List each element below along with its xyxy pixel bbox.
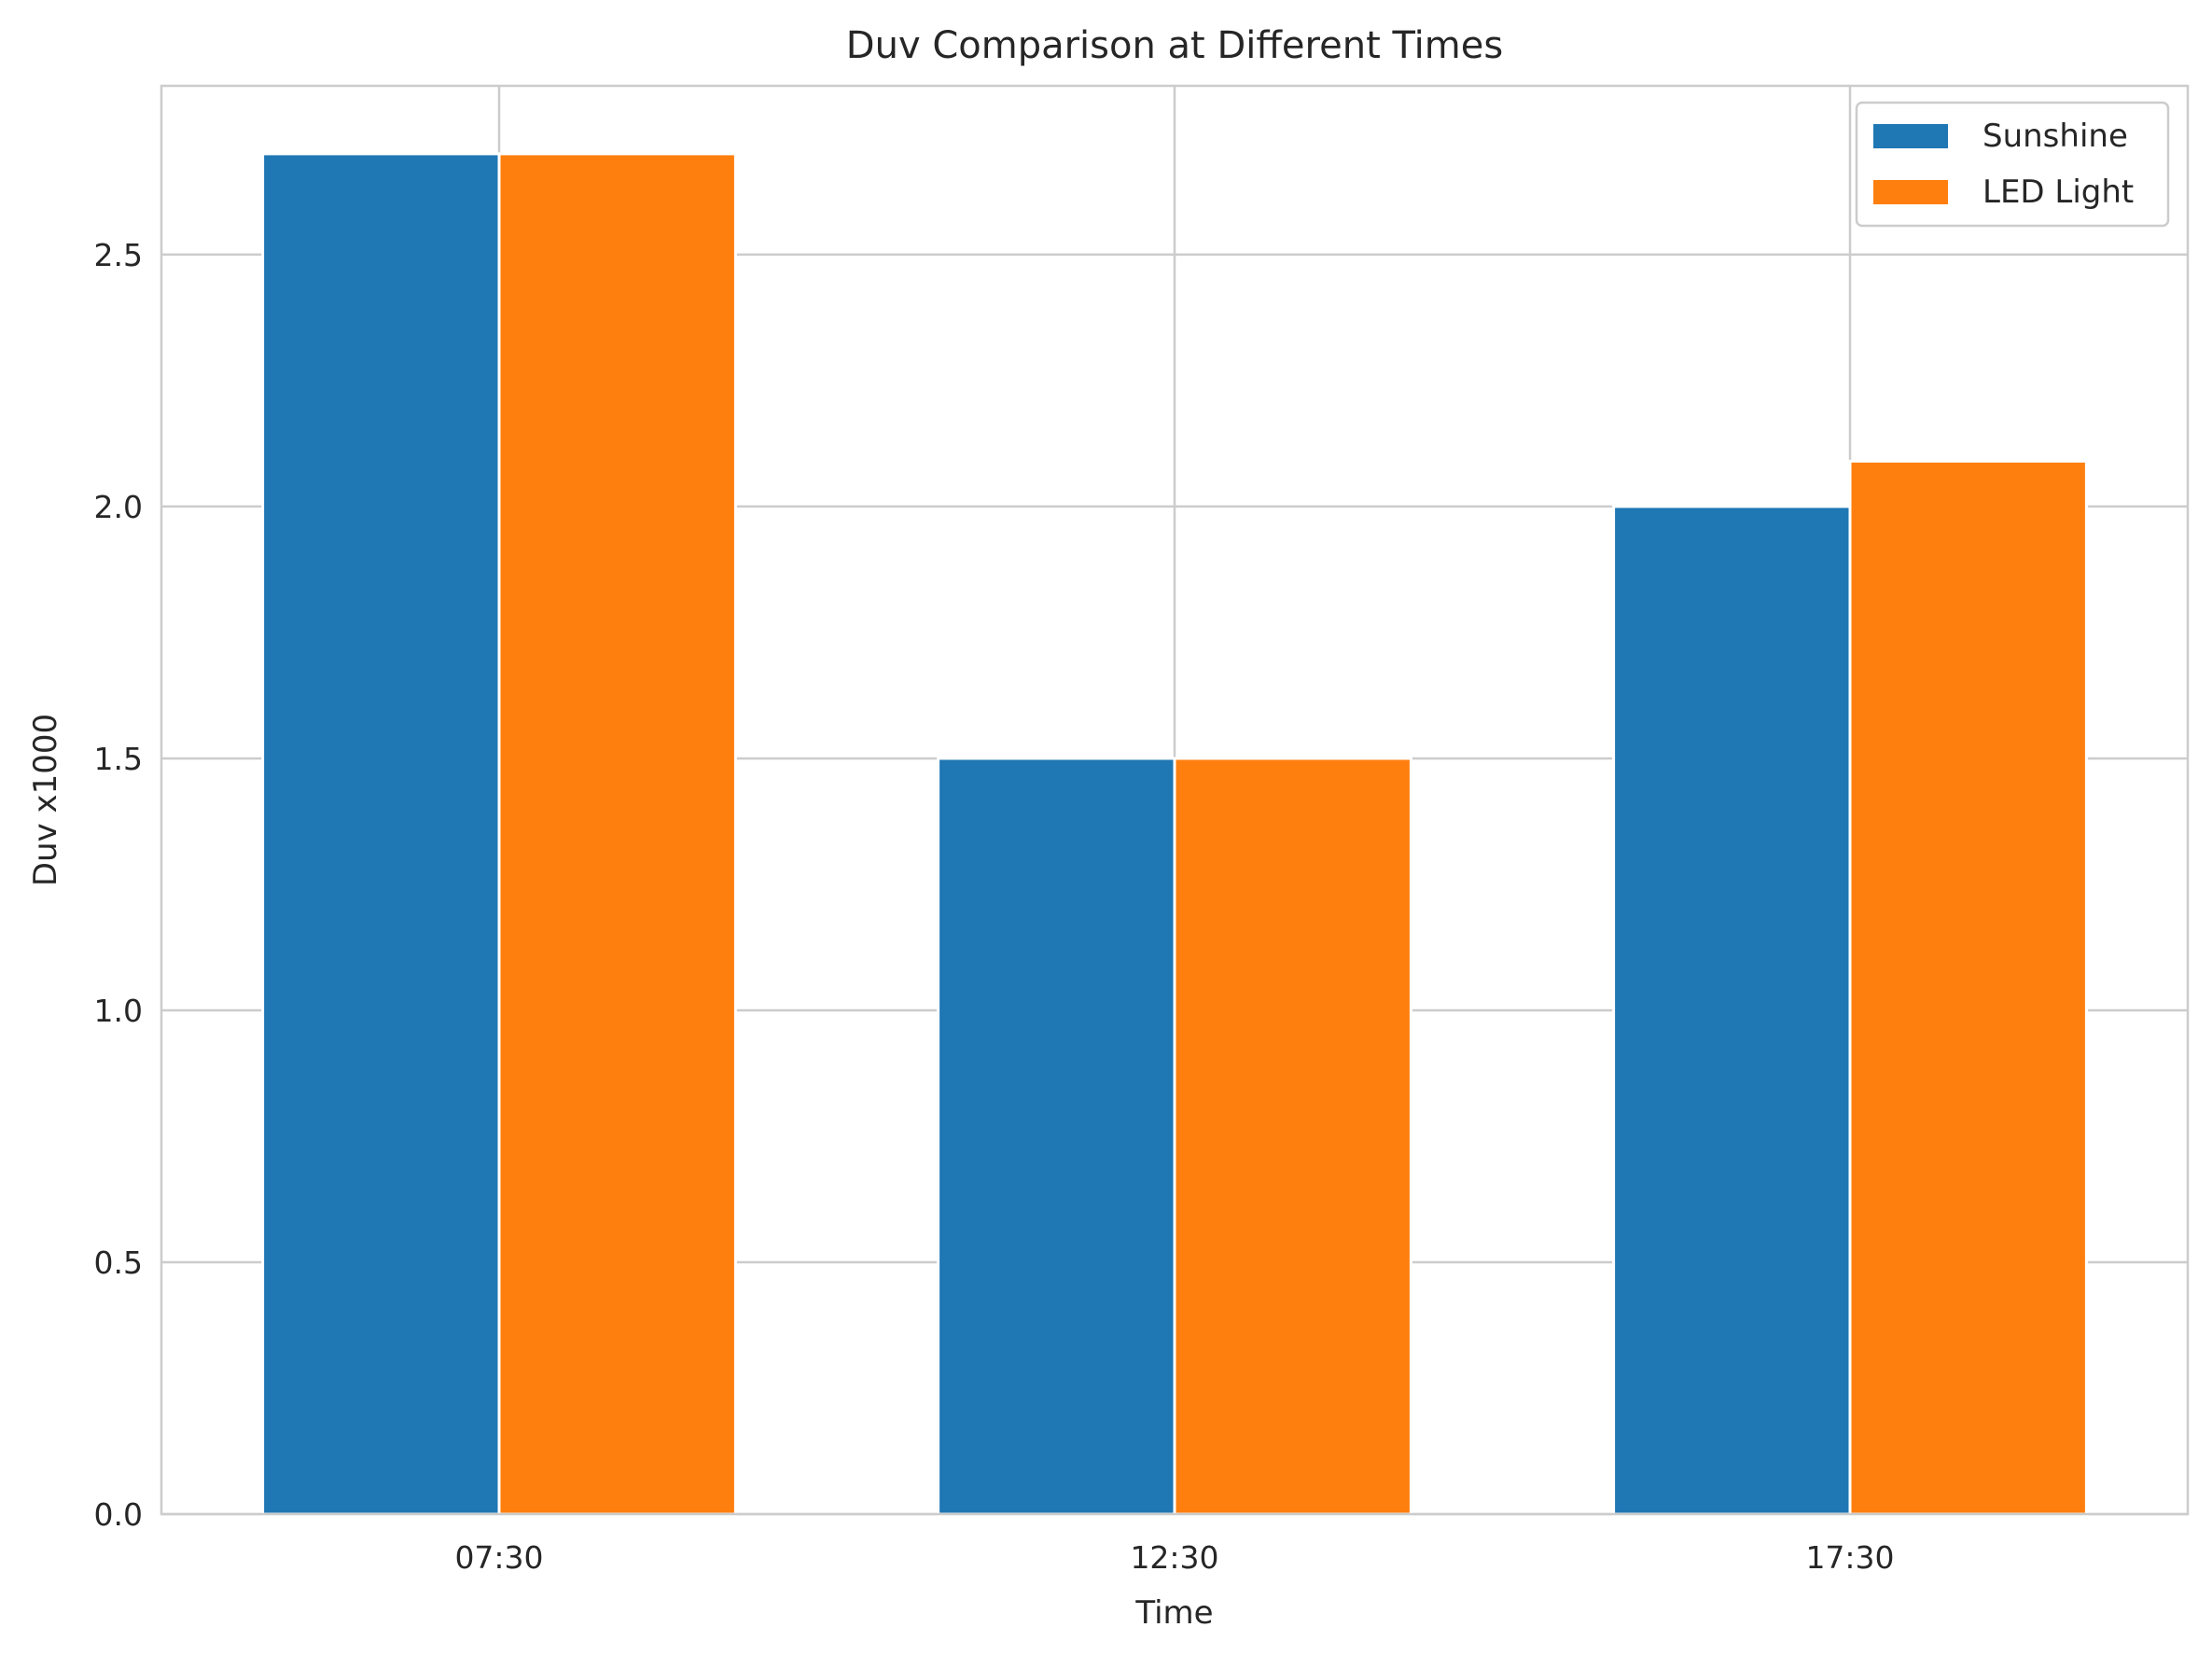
bar-led-light-1730 [1848,459,2088,1516]
plot-frame [160,84,2190,1516]
x-tick-label: 07:30 [454,1539,543,1576]
x-axis-label: Time [1134,1594,1213,1632]
bar-led-light-1230 [1173,757,1412,1516]
y-tick-label: 2.5 [94,237,143,273]
chart-title: Duv Comparison at Different Times [846,24,1503,67]
bar-sunshine-1730 [1612,505,1852,1516]
bar-sunshine-0730 [261,152,501,1516]
x-tick-label: 12:30 [1130,1539,1218,1576]
legend-swatch [1873,180,1948,204]
y-axis-ticks: 0.0 0.5 1.0 1.5 2.0 2.5 [94,237,143,1533]
legend-label: LED Light [1982,174,2134,211]
bar-led-light-0730 [497,152,737,1516]
x-axis-ticks: 07:30 12:30 17:30 [454,1539,1894,1576]
legend-label: Sunshine [1982,118,2128,155]
y-axis-label: Duv x1000 [27,714,64,886]
y-tick-label: 0.0 [94,1496,143,1533]
y-tick-label: 2.0 [94,489,143,525]
y-tick-label: 0.5 [94,1245,143,1281]
x-tick-label: 17:30 [1805,1539,1894,1576]
bars [261,152,2088,1516]
bar-sunshine-1230 [937,757,1176,1516]
legend-swatch [1873,124,1948,148]
y-tick-label: 1.0 [94,993,143,1029]
y-tick-label: 1.5 [94,741,143,777]
legend: Sunshine LED Light [1855,101,2170,228]
